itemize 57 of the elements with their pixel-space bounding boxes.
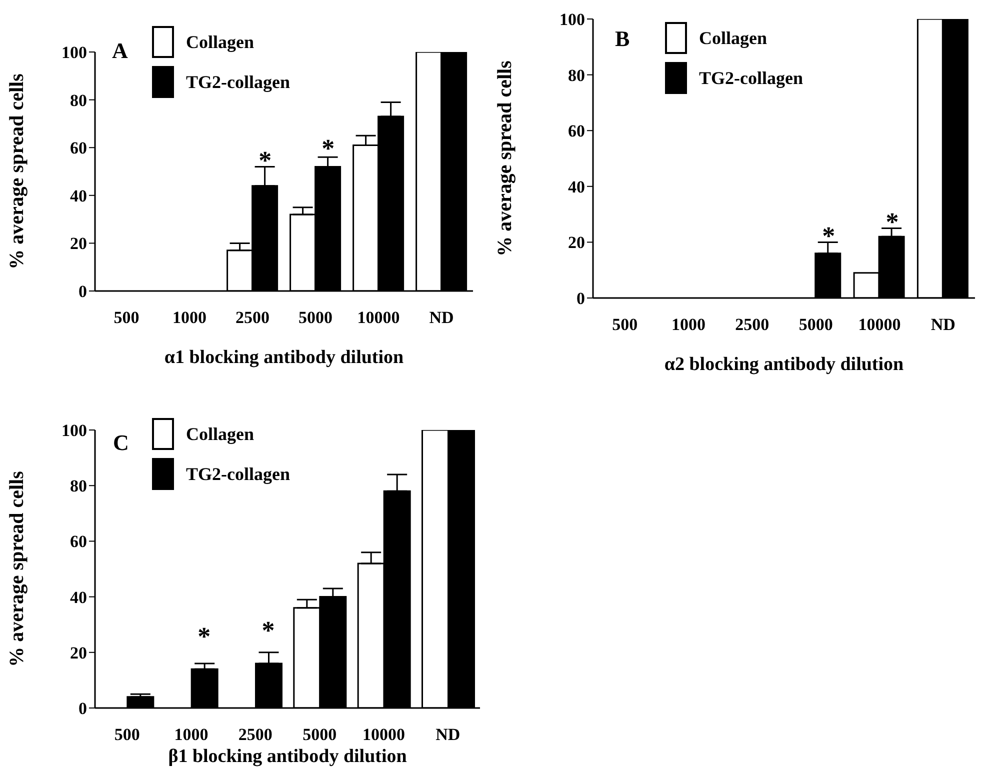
annotation: * (322, 134, 335, 164)
x-tick-label: ND (436, 725, 460, 744)
y-tick-label: 40 (70, 588, 87, 607)
annotation: * (886, 207, 899, 236)
y-tick-label: 60 (568, 122, 585, 141)
x-tick-label: 5000 (302, 725, 337, 744)
y-axis-title: % average spread cells (6, 73, 28, 270)
legend-label: TG2-collagen (186, 464, 290, 484)
x-tick-label: 500 (114, 725, 140, 744)
x-tick-label: ND (930, 315, 956, 334)
legend-label: Collagen (186, 424, 254, 444)
chart-title: C (113, 430, 129, 456)
annotation: * (198, 622, 211, 651)
x-tick-label: 10000 (357, 308, 400, 328)
legend-label: Collagen (699, 28, 768, 48)
y-tick-label: 100 (560, 10, 585, 30)
y-tick-label: 20 (70, 234, 87, 254)
y-tick-label: 60 (70, 532, 87, 552)
y-axis-title: % average spread cells (6, 470, 28, 667)
x-tick-label: 500 (114, 308, 140, 328)
x-tick-label: 10000 (858, 315, 901, 334)
x-tick-label: ND (429, 308, 454, 328)
y-tick-label: 40 (70, 186, 87, 206)
y-tick-label: 40 (568, 177, 585, 196)
x-tick-label: 500 (612, 315, 638, 334)
annotation: * (258, 146, 272, 176)
y-tick-label: 20 (70, 643, 87, 662)
x-tick-label: 2500 (236, 308, 270, 328)
y-axis-title: % average spread cells (494, 60, 516, 256)
y-tick-label: 0 (576, 289, 585, 308)
x-tick-label: 2500 (735, 315, 770, 334)
y-tick-label: 100 (62, 421, 87, 440)
x-tick-label: 1000 (174, 725, 208, 744)
legend-label: TG2-collagen (699, 68, 803, 88)
y-tick-label: 0 (78, 282, 87, 302)
chart-title: B (615, 26, 630, 52)
x-axis-title: β1 blocking antibody dilution (168, 746, 408, 767)
x-tick-label: 1000 (672, 315, 706, 334)
y-tick-label: 20 (568, 233, 585, 252)
legend-label: Collagen (186, 32, 254, 52)
y-tick-label: 60 (70, 138, 87, 158)
legend-label: TG2-collagen (186, 72, 290, 92)
x-tick-label: 5000 (798, 315, 833, 334)
chart-title: A (112, 38, 128, 64)
x-tick-label: 1000 (172, 308, 206, 328)
annotation: * (262, 616, 275, 646)
x-axis-title: α1 blocking antibody dilution (164, 347, 404, 368)
x-tick-label: 5000 (298, 308, 332, 328)
x-tick-label: 2500 (238, 725, 272, 744)
annotation: * (822, 221, 836, 250)
y-tick-label: 80 (70, 476, 87, 496)
x-axis-title: α2 blocking antibody dilution (664, 354, 904, 375)
y-tick-label: 100 (62, 43, 87, 62)
y-tick-label: 80 (568, 66, 585, 85)
y-tick-label: 0 (78, 699, 87, 718)
x-tick-label: 10000 (362, 725, 405, 744)
y-tick-label: 80 (70, 90, 87, 110)
